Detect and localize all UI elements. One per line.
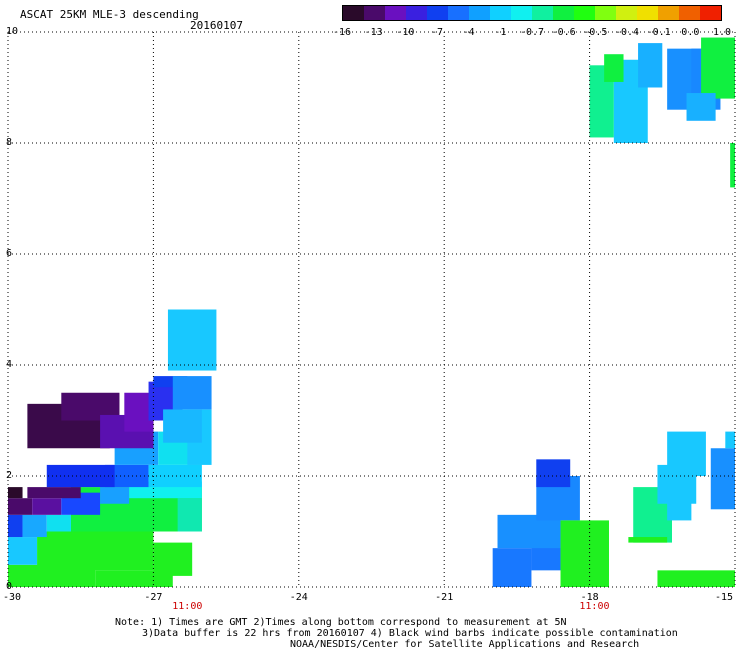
- colorbar-swatch: [637, 6, 658, 20]
- data-cell: [570, 559, 609, 576]
- y-tick-label: 8: [6, 137, 13, 148]
- colorbar-swatch: [385, 6, 406, 20]
- x-tick-label: -18: [580, 592, 599, 603]
- x-tick-label: -15: [714, 592, 734, 603]
- colorbar-label: -0.6: [551, 27, 576, 38]
- data-cell: [27, 487, 81, 499]
- data-cell: [710, 448, 735, 510]
- data-cell: [492, 548, 532, 587]
- colorbar-label: 0.0: [681, 27, 700, 38]
- colorbar-swatch: [343, 6, 364, 20]
- y-tick-label: 10: [6, 26, 19, 37]
- data-cell: [153, 376, 188, 388]
- note-line-3: NOAA/NESDIS/Center for Satellite Applica…: [290, 639, 640, 650]
- colorbar-label: -0.4: [614, 27, 640, 38]
- colorbar-swatch: [679, 6, 700, 20]
- data-cell: [172, 376, 212, 410]
- data-cell: [104, 464, 149, 488]
- map-date: 20160107: [190, 19, 243, 32]
- colorbar-swatch: [469, 6, 490, 20]
- y-tick-label: 0: [6, 581, 13, 592]
- data-cell: [638, 43, 663, 88]
- colorbar-swatch: [364, 6, 385, 20]
- data-cell: [46, 514, 72, 532]
- time-label: 11:00: [172, 601, 203, 612]
- data-cell: [148, 464, 202, 488]
- data-cell: [604, 54, 624, 82]
- colorbar-swatch: [595, 6, 616, 20]
- data-cell: [22, 514, 47, 538]
- data-cell: [8, 498, 33, 515]
- colorbar-label: -10: [396, 27, 415, 38]
- data-cell: [725, 431, 735, 449]
- data-cell: [100, 487, 130, 504]
- colorbar-label: 1.0: [712, 27, 732, 38]
- data-cell: [686, 93, 716, 121]
- data-cell: [8, 514, 23, 538]
- data-cell: [657, 570, 735, 587]
- data-cell: [730, 143, 735, 188]
- data-cell: [560, 520, 609, 587]
- y-tick-label: 2: [6, 470, 13, 481]
- data-cell: [536, 459, 571, 488]
- data-cell: [153, 542, 193, 576]
- data-cell: [37, 531, 154, 571]
- data-cell: [8, 537, 38, 565]
- colorbar-swatch: [448, 6, 469, 20]
- colorbar-label: -16: [332, 27, 352, 38]
- data-cell: [177, 498, 202, 532]
- colorbar-label: -0.1: [646, 27, 671, 38]
- x-tick-label: -30: [2, 592, 22, 603]
- data-cell: [628, 537, 668, 543]
- data-cell: [163, 409, 202, 443]
- data-cell: [667, 431, 706, 476]
- colorbar: [342, 5, 722, 21]
- x-tick-label: -24: [289, 592, 308, 603]
- colorbar-swatch: [700, 6, 721, 20]
- data-cell: [701, 37, 735, 99]
- note-line-1: Note: 1) Times are GMT 2)Times along bot…: [115, 617, 567, 628]
- x-tick-label: -21: [435, 592, 454, 603]
- colorbar-swatch: [406, 6, 427, 20]
- time-label: 11:00: [579, 601, 610, 612]
- y-tick-label: 6: [6, 248, 13, 259]
- note-line-2: 3)Data buffer is 22 hrs from 20160107 4)…: [142, 628, 678, 639]
- colorbar-swatch: [427, 6, 448, 20]
- y-tick-label: 4: [6, 359, 13, 370]
- colorbar-swatch: [532, 6, 553, 20]
- colorbar-label: -0.5: [583, 27, 608, 38]
- colorbar-swatch: [658, 6, 679, 20]
- colorbar-label: -13: [364, 27, 383, 38]
- data-cell: [8, 487, 23, 499]
- map-title: ASCAT 25KM MLE-3 descending: [20, 8, 199, 21]
- x-tick-label: -27: [144, 592, 163, 603]
- colorbar-swatch: [553, 6, 574, 20]
- colorbar-swatch: [574, 6, 595, 20]
- colorbar-swatch: [490, 6, 511, 20]
- data-cell: [167, 309, 217, 371]
- data-cell: [32, 498, 62, 515]
- colorbar-swatch: [616, 6, 637, 20]
- colorbar-swatch: [511, 6, 532, 20]
